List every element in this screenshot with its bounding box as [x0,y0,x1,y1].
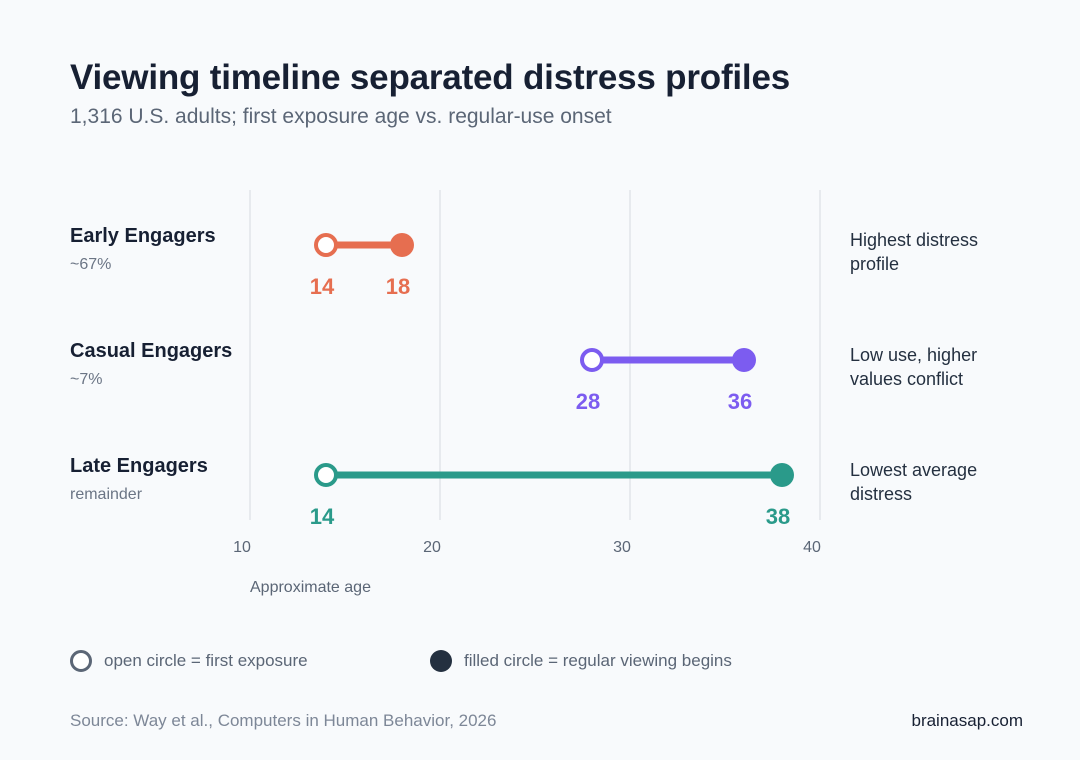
start-value-casual-engagers: 28 [576,389,600,414]
x-tick-label-40: 40 [803,539,821,556]
start-point-early-engagers [314,233,338,257]
legend-filled-label: filled circle = regular viewing begins [464,651,732,670]
row-note-casual-engagers-1: values conflict [850,369,963,389]
filled-circle-icon [430,650,452,672]
legend-open-circle: open circle = first exposure [70,650,308,672]
row-share-casual-engagers: ~7% [70,371,102,388]
row-note-late-engagers-0: Lowest average [850,460,977,480]
open-circle-icon [70,650,92,672]
x-tick-label-10: 10 [233,539,251,556]
end-value-casual-engagers: 36 [728,389,752,414]
row-note-casual-engagers-0: Low use, higher [850,345,977,365]
row-share-late-engagers: remainder [70,486,143,503]
end-point-casual-engagers [732,348,756,372]
source-note: Source: Way et al., Computers in Human B… [70,711,497,730]
x-tick-label-30: 30 [613,539,631,556]
start-point-casual-engagers [580,348,604,372]
row-label-late-engagers: Late Engagers [70,455,208,477]
end-point-early-engagers [390,233,414,257]
row-note-early-engagers-0: Highest distress [850,230,978,250]
chart-title: Viewing timeline separated distress prof… [70,58,790,97]
start-value-late-engagers: 14 [310,504,335,529]
brand-link[interactable]: brainasap.com [911,711,1023,730]
start-point-late-engagers [314,463,338,487]
legend-open-label: open circle = first exposure [104,651,308,670]
chart-subtitle: 1,316 U.S. adults; first exposure age vs… [70,105,612,128]
row-share-early-engagers: ~67% [70,256,111,273]
row-note-early-engagers-1: profile [850,254,899,274]
end-value-late-engagers: 38 [766,504,790,529]
x-tick-label-20: 20 [423,539,441,556]
row-note-late-engagers-1: distress [850,484,912,504]
legend-filled-circle: filled circle = regular viewing begins [430,650,732,672]
row-label-casual-engagers: Casual Engagers [70,340,232,362]
end-value-early-engagers: 18 [386,274,410,299]
end-point-late-engagers [770,463,794,487]
x-axis-label: Approximate age [250,579,371,596]
dumbbell-chart: 10 20 30 40 Approximate age Early Engagers ~67… [70,190,978,596]
row-label-early-engagers: Early Engagers [70,225,216,247]
start-value-early-engagers: 14 [310,274,335,299]
